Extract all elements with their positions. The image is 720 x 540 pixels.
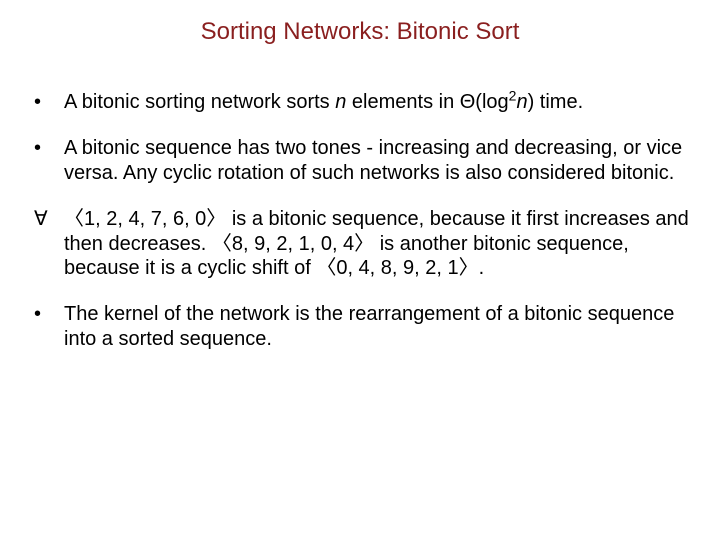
bullet-list: •A bitonic sorting network sorts n eleme… (22, 90, 698, 351)
bullet-text: 〈1, 2, 4, 7, 6, 0〉 is a bitonic sequence… (64, 207, 698, 280)
bullet-text: A bitonic sorting network sorts n elemen… (64, 90, 698, 114)
slide: Sorting Networks: Bitonic Sort •A bitoni… (0, 0, 720, 540)
bullet-item: •A bitonic sorting network sorts n eleme… (22, 90, 698, 114)
bullet-text: A bitonic sequence has two tones - incre… (64, 136, 698, 185)
bullet-mark: ∀ (34, 207, 64, 280)
bullet-mark: • (34, 302, 64, 351)
slide-title: Sorting Networks: Bitonic Sort (62, 18, 658, 46)
bullet-text: The kernel of the network is the rearran… (64, 302, 698, 351)
bullet-item: •A bitonic sequence has two tones - incr… (22, 136, 698, 185)
bullet-item: •The kernel of the network is the rearra… (22, 302, 698, 351)
bullet-item: ∀〈1, 2, 4, 7, 6, 0〉 is a bitonic sequenc… (22, 207, 698, 280)
bullet-mark: • (34, 90, 64, 114)
bullet-mark: • (34, 136, 64, 185)
